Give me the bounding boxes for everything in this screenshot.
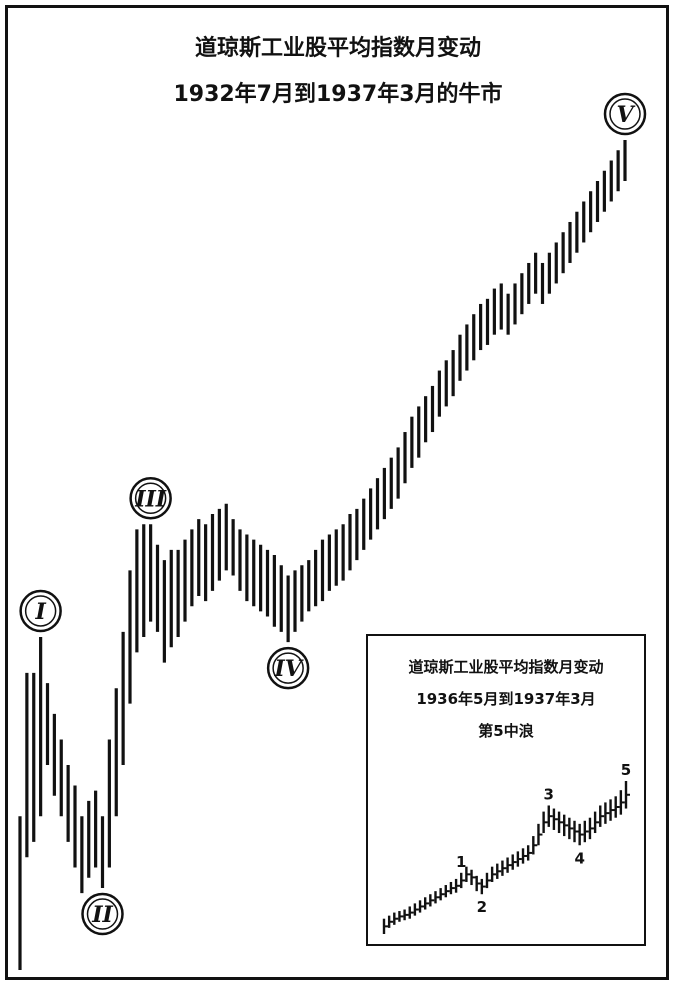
wave-label-ii: II — [81, 892, 124, 936]
inset-wave-label: 3 — [544, 785, 554, 803]
wave-label-text: IV — [273, 656, 303, 682]
wave-circle — [266, 646, 310, 690]
wave-circle — [81, 892, 124, 936]
inset-title: 道琼斯工业股平均指数月变动 — [408, 658, 604, 676]
wave-label-text: II — [91, 902, 113, 928]
wave-label-text: V — [616, 102, 635, 128]
wave-circle-inner — [24, 595, 57, 627]
chart-title: 道琼斯工业股平均指数月变动 — [194, 36, 481, 61]
wave-circle — [603, 92, 647, 136]
inset-wave-label: 2 — [477, 898, 487, 916]
wave-label-i: I — [19, 589, 62, 633]
inset-chart-panel: 道琼斯工业股平均指数月变动 1936年5月到1937年3月 第5中浪 1 2 3 4 5 — [366, 634, 646, 946]
inset-caption: 第5中浪 — [478, 722, 534, 740]
wave-label-v: V — [603, 92, 647, 136]
wave-circle — [19, 589, 62, 633]
inset-subtitle: 1936年5月到1937年3月 — [416, 690, 596, 708]
wave-label-iii: III — [129, 477, 172, 520]
inset-wave-label: 1 — [456, 853, 466, 871]
wave-circle — [129, 477, 172, 520]
wave-label-iv: IV — [266, 646, 310, 690]
chart-frame — [5, 5, 669, 980]
wave-label-text: III — [134, 486, 167, 512]
wave-label-text: I — [34, 599, 46, 625]
inset-chart: 1 2 3 4 5 — [382, 761, 631, 934]
chart-subtitle: 1932年7月到1937年3月的牛市 — [173, 82, 503, 107]
wave-circle-inner — [86, 898, 119, 930]
wave-circle-inner — [609, 98, 641, 130]
inset-wave-label: 5 — [621, 761, 631, 779]
wave-circle-inner — [134, 482, 167, 515]
inset-wave-label: 4 — [574, 849, 584, 867]
wave-circle-inner — [272, 652, 304, 684]
